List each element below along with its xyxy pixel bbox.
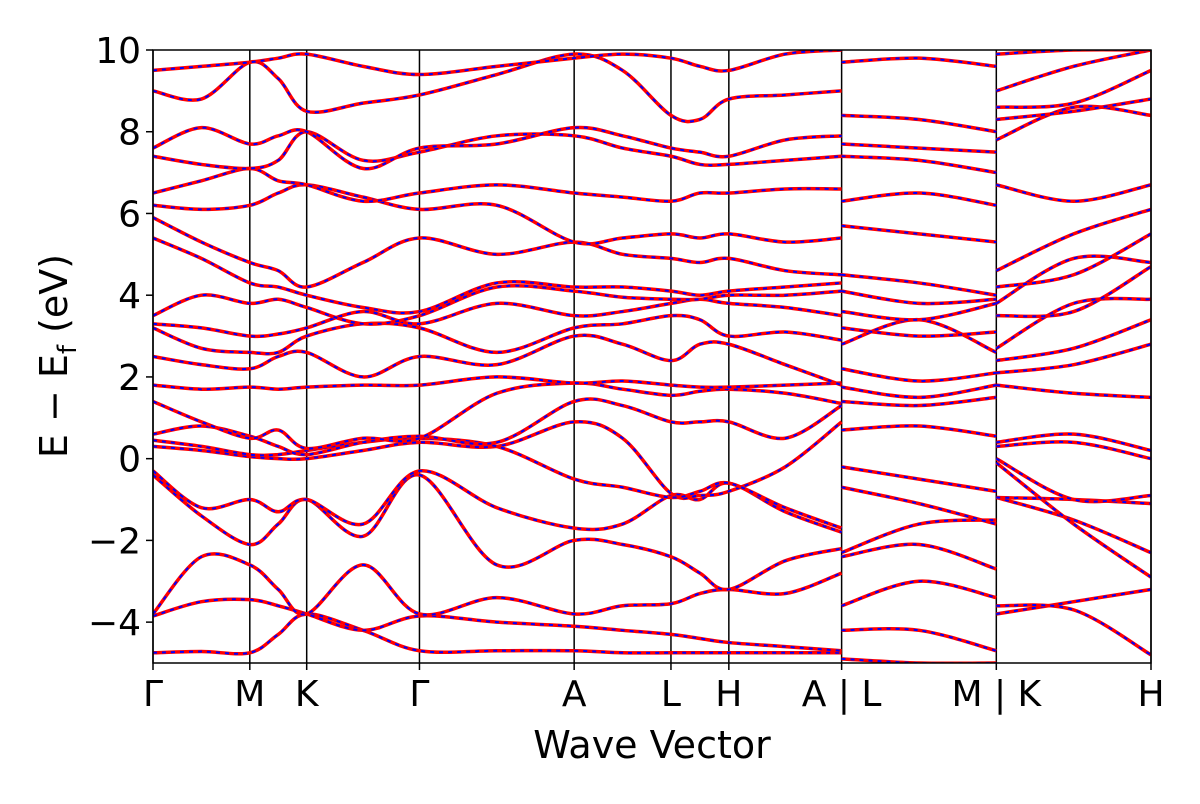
- band-line-dashed: [153, 437, 1151, 530]
- y-label-suffix: (eV): [32, 254, 76, 333]
- plot-frame: [152, 49, 1152, 664]
- band-line-dashed: [153, 496, 1151, 616]
- band-line: [153, 104, 1151, 208]
- band-line-dashed: [153, 461, 1151, 579]
- x-tick-label: L: [661, 674, 681, 715]
- band-line-dashed: [153, 318, 1151, 387]
- x-tick-label: M | K: [951, 674, 1042, 715]
- y-tick-label: 6: [118, 194, 141, 235]
- x-tick-label: A | L: [802, 674, 882, 715]
- x-axis-label: Wave Vector: [533, 723, 771, 767]
- bands: [153, 50, 1151, 663]
- y-tick-label: 8: [118, 113, 141, 154]
- x-tick-label: Γ: [409, 674, 429, 715]
- band-line: [153, 597, 1151, 657]
- y-label-main: E − E: [32, 354, 76, 458]
- band-line: [153, 495, 1151, 617]
- x-tick-label: K: [295, 674, 320, 715]
- y-tick-label: 0: [118, 440, 141, 481]
- band-line-dashed: [153, 255, 1151, 326]
- band-line-dashed: [153, 420, 1151, 526]
- y-tick-label: −4: [88, 603, 141, 644]
- y-axis-label: E − Ef (eV): [32, 254, 83, 458]
- x-tick-label: A: [562, 674, 587, 715]
- band-line-dashed: [153, 382, 1151, 450]
- band-line-dashed: [153, 588, 1151, 663]
- x-tick-label: Γ: [143, 674, 163, 715]
- y-tick-label: 10: [95, 31, 141, 72]
- y-tick-label: 2: [118, 358, 141, 399]
- y-label-subscript: f: [53, 344, 83, 354]
- x-tick-label: H: [715, 674, 742, 715]
- band-line: [153, 436, 1151, 530]
- x-tick-label: M: [234, 674, 265, 715]
- band-line-dashed: [153, 183, 1151, 245]
- y-tick-label: 4: [118, 276, 141, 317]
- band-line: [153, 207, 1151, 297]
- band-line: [153, 461, 1151, 579]
- band-line-dashed: [153, 233, 1151, 315]
- band-line-dashed: [153, 398, 1151, 456]
- band-line-dashed: [153, 105, 1151, 207]
- y-tick-label: −2: [88, 521, 141, 562]
- band-line: [153, 473, 1151, 592]
- band-line-dashed: [153, 69, 1151, 170]
- band-line-dashed: [153, 50, 1151, 76]
- band-line: [153, 587, 1151, 663]
- x-tick-label: H: [1137, 674, 1164, 715]
- band-line-dashed: [153, 598, 1151, 656]
- band-line-dashed: [153, 343, 1151, 399]
- band-line-dashed: [153, 98, 1151, 174]
- band-line-dashed: [153, 265, 1151, 338]
- band-line-dashed: [153, 473, 1151, 591]
- band-line: [153, 50, 1151, 77]
- band-line-dashed: [153, 208, 1151, 297]
